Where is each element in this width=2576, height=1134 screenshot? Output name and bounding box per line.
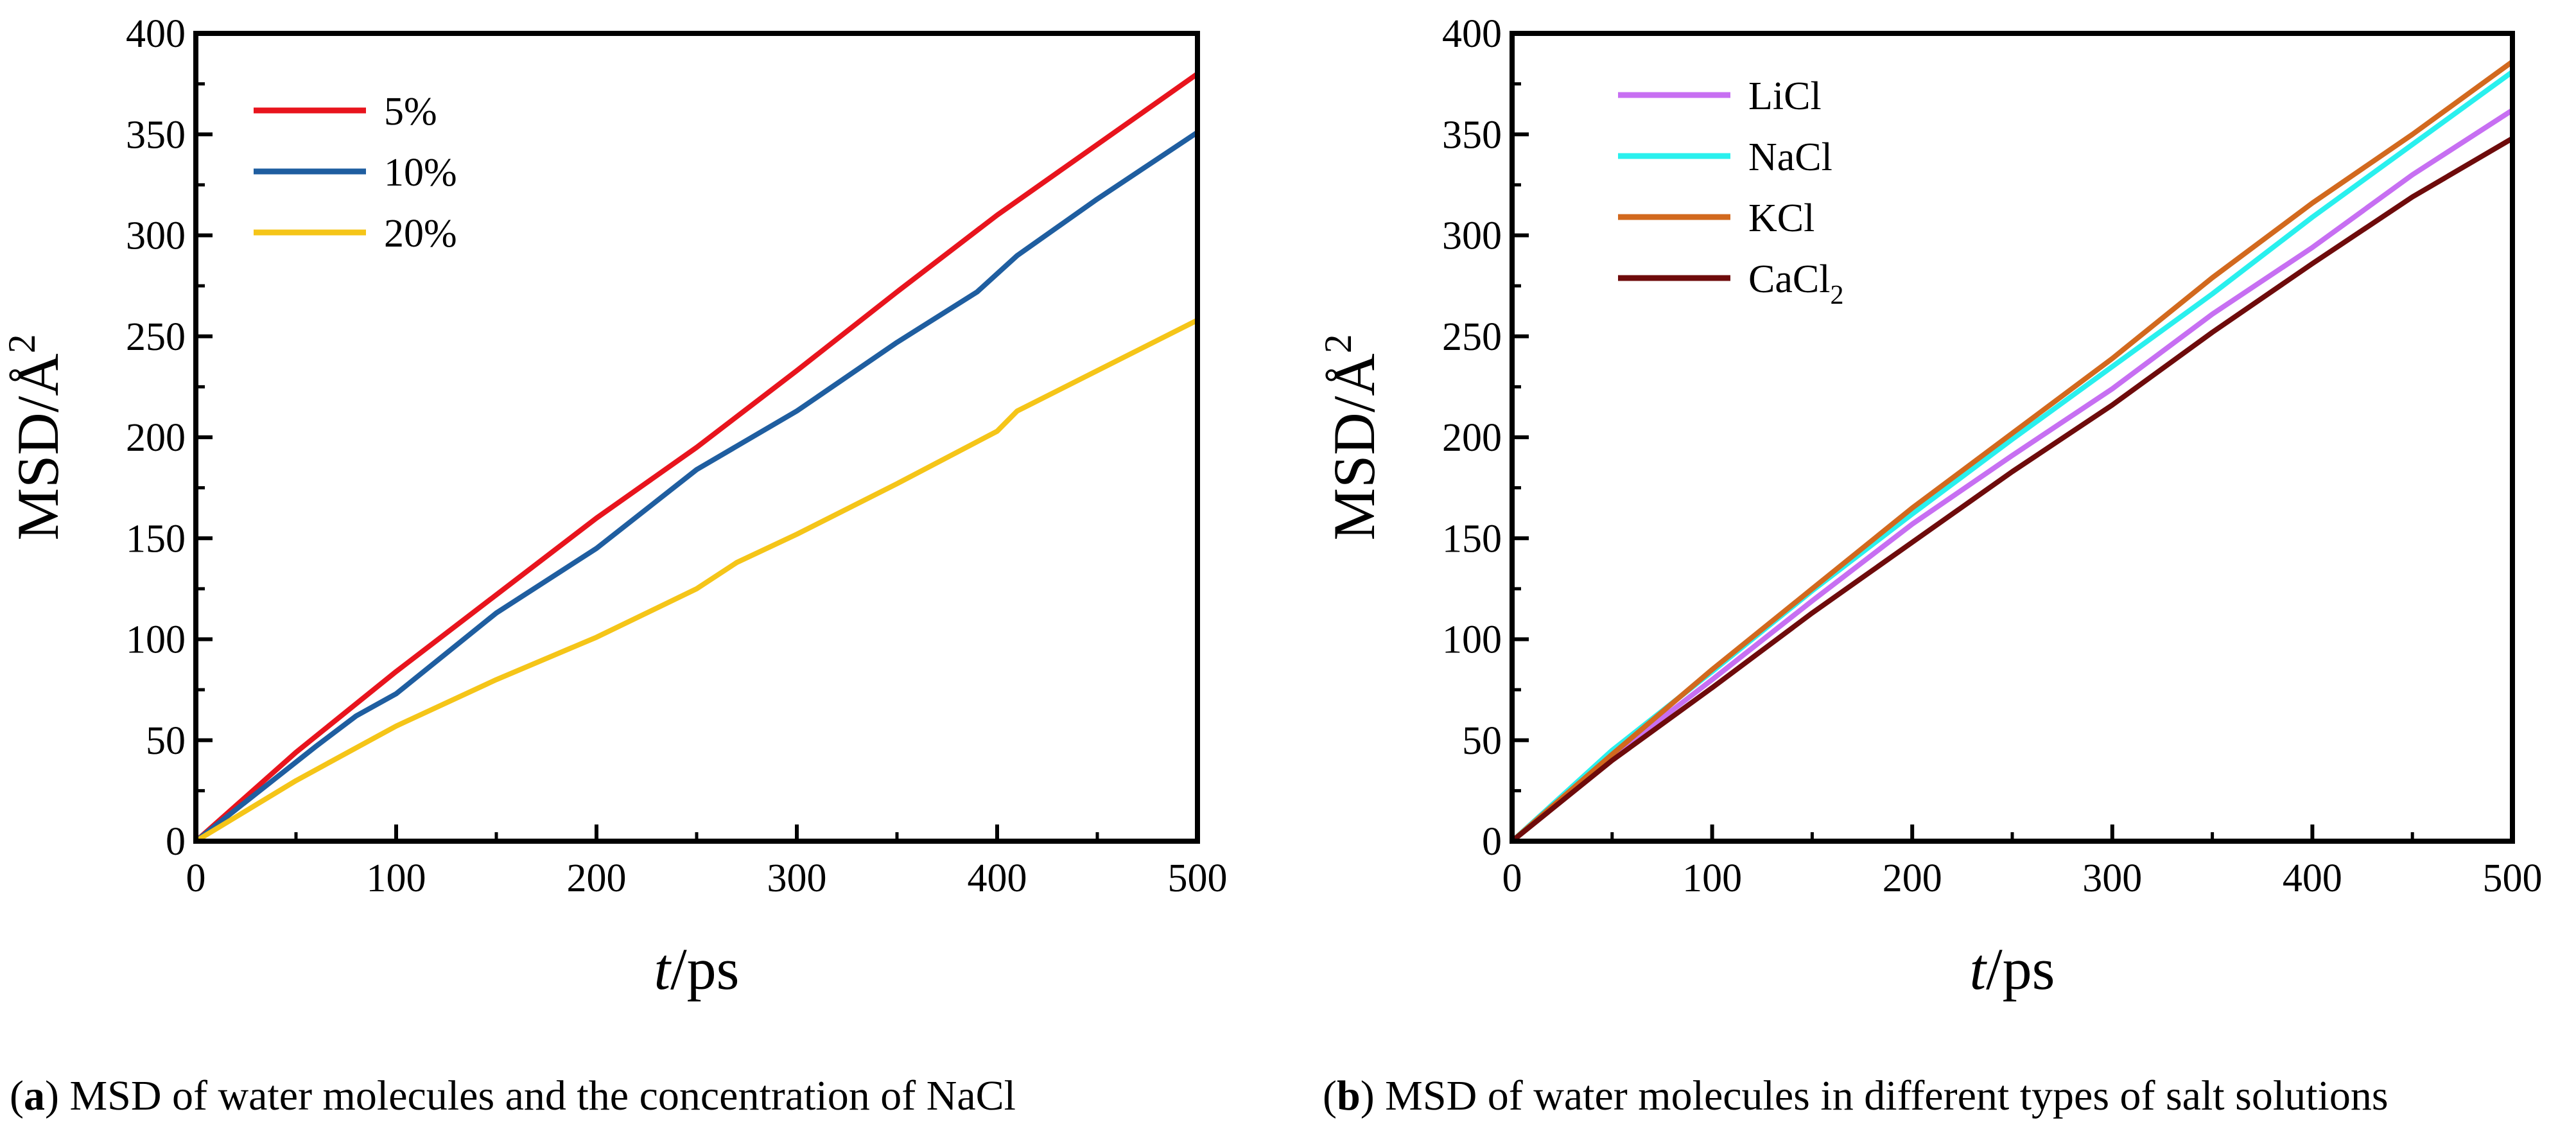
x-axis-title-unit: /ps bbox=[670, 936, 739, 1002]
y-tick-label: 300 bbox=[126, 214, 186, 258]
series-line-10pct bbox=[193, 130, 1200, 844]
caption-text: ) MSD of water molecules and the concent… bbox=[45, 1072, 1016, 1119]
y-axis-title-main: MSD/Å bbox=[1321, 353, 1387, 540]
x-axis-title-unit: /ps bbox=[1986, 936, 2055, 1002]
y-tick-label: 350 bbox=[1442, 113, 1502, 157]
y-tick-label: 300 bbox=[1442, 214, 1502, 258]
x-tick-label: 500 bbox=[1168, 857, 1228, 900]
y-axis-title-main: MSD/Å bbox=[5, 353, 71, 540]
y-tick-label: 50 bbox=[146, 719, 186, 763]
y-tick-label: 400 bbox=[1442, 12, 1502, 56]
y-tick-label: 200 bbox=[126, 416, 186, 460]
y-tick-label: 50 bbox=[1462, 719, 1502, 763]
caption-open-paren: ( bbox=[10, 1072, 24, 1119]
x-tick-label: 0 bbox=[1502, 857, 1522, 900]
y-tick-label: 200 bbox=[1442, 416, 1502, 460]
legend-label-text: NaCl bbox=[1748, 135, 1832, 179]
legend-label-text: LiCl bbox=[1748, 74, 1822, 118]
legend: 5% 10% 20% bbox=[254, 90, 457, 256]
legend-label-text: 20% bbox=[384, 212, 457, 256]
plot-frame-top bbox=[1510, 31, 2515, 844]
y-tick-label: 250 bbox=[126, 315, 186, 359]
legend-label-subscript: 2 bbox=[1830, 281, 1843, 310]
x-tick-label: 400 bbox=[968, 857, 1027, 900]
x-tick-label: 300 bbox=[767, 857, 827, 900]
y-axis-title-sup: 2 bbox=[1, 334, 43, 353]
plot-frame-top bbox=[193, 31, 1200, 844]
x-tick-label: 100 bbox=[367, 857, 426, 900]
legend-label: LiCl bbox=[1748, 74, 1822, 118]
x-axis-title: t/ps bbox=[654, 936, 740, 1002]
legend-label-text: 10% bbox=[384, 151, 457, 195]
y-axis-title: MSD/Å2 bbox=[1, 334, 71, 540]
x-axis-title-var: t bbox=[1970, 936, 1988, 1002]
legend-label-text: KCl bbox=[1748, 196, 1815, 240]
caption-text: ) MSD of water molecules in different ty… bbox=[1361, 1072, 2389, 1119]
panel-caption: (b) MSD of water molecules in different … bbox=[1323, 1072, 2389, 1119]
plot-frame bbox=[193, 31, 1200, 844]
series-line-kcl bbox=[1510, 59, 2515, 844]
caption-panel-label: b bbox=[1337, 1072, 1361, 1119]
y-tick-label: 250 bbox=[1442, 315, 1502, 359]
legend-label: NaCl bbox=[1748, 135, 1832, 179]
legend-label-text: 5% bbox=[384, 90, 437, 134]
x-tick-label: 500 bbox=[2483, 857, 2543, 900]
legend-label: KCl bbox=[1748, 196, 1815, 240]
series-line-licl bbox=[1510, 107, 2515, 844]
y-tick-label: 0 bbox=[166, 820, 186, 864]
caption-panel-label: a bbox=[24, 1072, 45, 1119]
y-tick-label: 0 bbox=[1482, 820, 1502, 864]
caption-open-paren: ( bbox=[1323, 1072, 1337, 1119]
series-line-20pct bbox=[193, 317, 1200, 844]
y-tick-label: 400 bbox=[126, 12, 186, 56]
y-tick-label: 150 bbox=[1442, 517, 1502, 561]
legend-label-text: CaCl bbox=[1748, 257, 1830, 301]
y-axis-title-sup: 2 bbox=[1317, 334, 1359, 353]
y-tick-label: 100 bbox=[1442, 618, 1502, 662]
x-tick-label: 200 bbox=[1883, 857, 1942, 900]
x-tick-label: 100 bbox=[1682, 857, 1742, 900]
y-axis-title: MSD/Å2 bbox=[1317, 334, 1387, 540]
panel-b: 0 100 200 300 400 500 0 50 100 150 200 250 300 350 400… bbox=[1317, 12, 2543, 1119]
y-tick-label: 100 bbox=[126, 618, 186, 662]
y-tick-label: 350 bbox=[126, 113, 186, 157]
x-tick-label: 0 bbox=[186, 857, 206, 900]
series-line-cacl bbox=[1510, 135, 2515, 844]
legend-label: 10% bbox=[384, 151, 457, 195]
x-tick-label: 300 bbox=[2082, 857, 2142, 900]
legend-label: CaCl2 bbox=[1748, 257, 1843, 310]
y-tick-label: 150 bbox=[126, 517, 186, 561]
series-line-5pct bbox=[193, 71, 1200, 844]
legend-label: 5% bbox=[384, 90, 437, 134]
panel-a: 0 100 200 300 400 500 0 50 100 150 200 250 300 350 400… bbox=[1, 12, 1228, 1119]
legend: LiCl NaCl KCl CaCl2 bbox=[1618, 74, 1843, 310]
legend-label: 20% bbox=[384, 212, 457, 256]
panel-caption: (a) MSD of water molecules and the conce… bbox=[10, 1072, 1016, 1119]
x-axis-title-var: t bbox=[654, 936, 672, 1002]
x-axis-title: t/ps bbox=[1970, 936, 2055, 1002]
x-tick-label: 200 bbox=[567, 857, 627, 900]
x-tick-label: 400 bbox=[2283, 857, 2342, 900]
